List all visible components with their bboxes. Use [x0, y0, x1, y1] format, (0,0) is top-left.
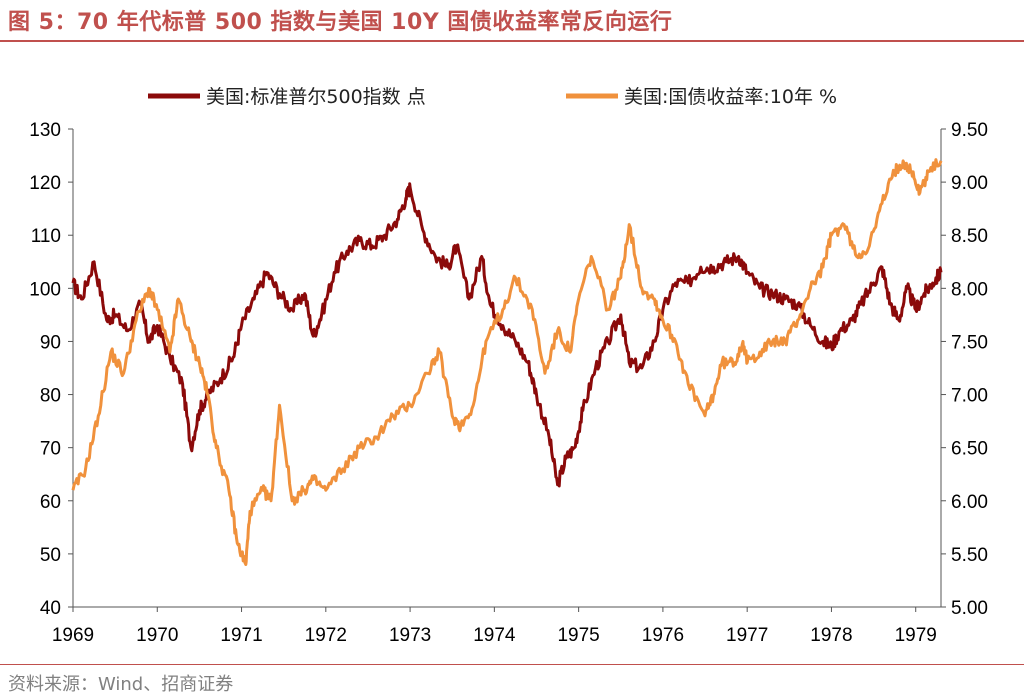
figure-title: 图 5：70 年代标普 500 指数与美国 10Y 国债收益率常反向运行 — [8, 10, 673, 35]
sp500-line — [71, 182, 943, 488]
left-tick-label: 40 — [40, 598, 61, 619]
x-tick-label: 1970 — [136, 625, 178, 646]
right-tick-label: 9.50 — [951, 120, 988, 141]
x-tick-label: 1977 — [726, 625, 768, 646]
x-tick-label: 1969 — [52, 625, 94, 646]
chart-axes: 40 50 60 70 80 90 100 110 120 130 5.00 5.50 6.00 6.50… — [29, 120, 988, 646]
x-tick-label: 1976 — [642, 625, 684, 646]
right-tick-label: 7.50 — [951, 332, 988, 353]
x-tick-label: 1972 — [305, 625, 347, 646]
chart-series — [71, 158, 943, 566]
left-tick-label: 120 — [29, 173, 61, 194]
right-tick-label: 8.00 — [951, 279, 988, 300]
right-tick-label: 9.00 — [951, 173, 988, 194]
legend-label-yield: 美国:国债收益率:10年 % — [624, 86, 837, 108]
legend-label-sp500: 美国:标准普尔500指数 点 — [206, 86, 426, 108]
left-tick-label: 90 — [40, 332, 61, 353]
right-tick-label: 7.00 — [951, 386, 988, 407]
source-note: 资料来源：Wind、招商证券 — [8, 674, 234, 695]
left-tick-label: 80 — [40, 386, 61, 407]
left-tick-label: 60 — [40, 492, 61, 513]
x-tick-label: 1979 — [895, 625, 937, 646]
right-tick-label: 5.50 — [951, 545, 988, 566]
x-tick-label: 1974 — [473, 625, 516, 646]
right-tick-label: 8.50 — [951, 226, 988, 247]
right-tick-label: 5.00 — [951, 598, 988, 619]
right-tick-label: 6.50 — [951, 439, 988, 460]
left-tick-label: 100 — [29, 279, 61, 300]
left-tick-label: 110 — [31, 226, 61, 247]
title-rule — [0, 40, 1024, 42]
left-tick-label: 70 — [40, 439, 61, 460]
yield-line — [71, 158, 943, 566]
x-tick-label: 1978 — [810, 625, 852, 646]
chart-legend: 美国:标准普尔500指数 点 美国:国债收益率:10年 % — [148, 86, 837, 108]
x-tick-label: 1971 — [220, 625, 262, 646]
right-tick-label: 6.00 — [951, 492, 988, 513]
x-tick-label: 1975 — [557, 625, 599, 646]
x-tick-label: 1973 — [389, 625, 431, 646]
left-tick-label: 50 — [40, 545, 61, 566]
source-rule — [0, 664, 1024, 665]
left-tick-label: 130 — [29, 120, 61, 141]
